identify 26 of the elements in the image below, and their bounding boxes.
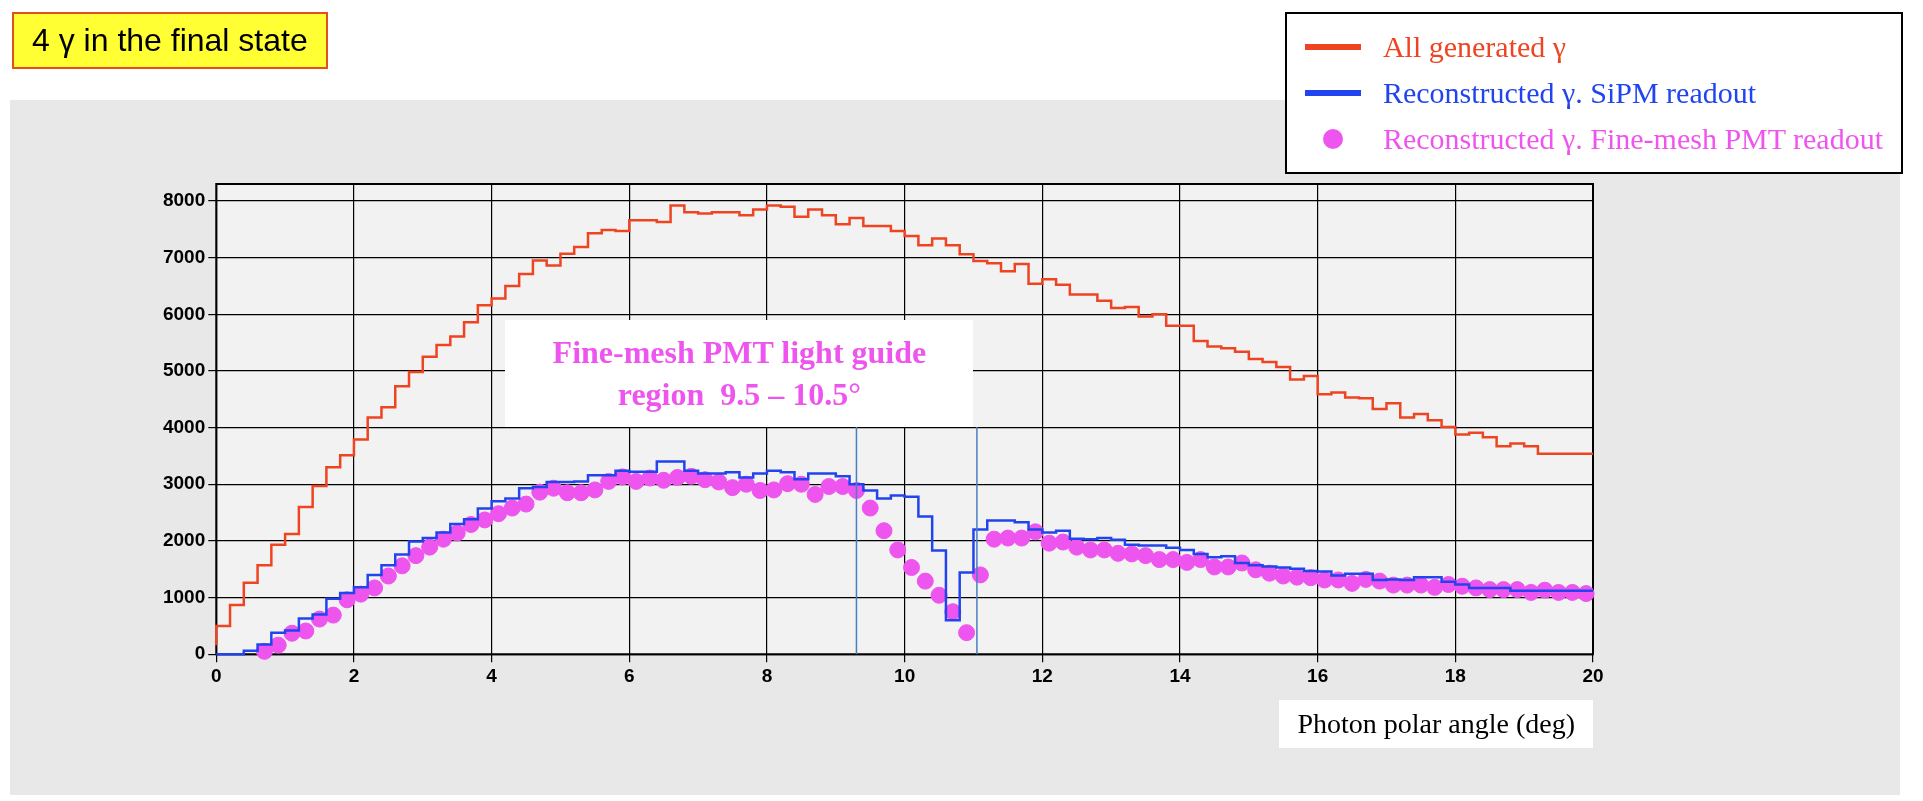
y-tick-label: 0 (194, 642, 206, 664)
chart-title: 4 γ in the final state (12, 12, 328, 69)
y-tick-label: 2000 (162, 529, 206, 551)
x-tick-label: 0 (210, 664, 222, 686)
x-tick-label: 16 (1307, 664, 1329, 686)
x-tick-label: 12 (1031, 664, 1053, 686)
x-tick-label: 10 (894, 664, 916, 686)
x-tick-label: 18 (1444, 664, 1466, 686)
y-tick-label: 5000 (162, 359, 206, 381)
x-tick-label: 4 (486, 664, 498, 686)
y-tick-label: 3000 (162, 472, 206, 494)
legend-label: All generated γ (1382, 30, 1567, 64)
y-tick-label: 8000 (162, 189, 206, 211)
annotation: Fine-mesh PMT light guide region 9.5 – 10.5° (505, 319, 974, 428)
x-tick-label: 8 (761, 664, 773, 686)
x-tick-label: 20 (1582, 664, 1604, 686)
x-tick-label: 2 (348, 664, 360, 686)
y-tick-label: 7000 (162, 245, 206, 267)
legend-label: Reconstructed γ. SiPM readout (1382, 76, 1757, 110)
y-tick-label: 1000 (162, 585, 206, 607)
y-tick-label: 6000 (162, 302, 206, 324)
x-tick-label: 14 (1169, 664, 1191, 686)
x-tick-label: 6 (624, 664, 635, 686)
y-tick-label: 4000 (162, 415, 206, 437)
legend-label: Reconstructed γ. Fine-mesh PMT readout (1382, 122, 1883, 156)
x-axis-title: Photon polar angle (deg) (1279, 700, 1593, 749)
